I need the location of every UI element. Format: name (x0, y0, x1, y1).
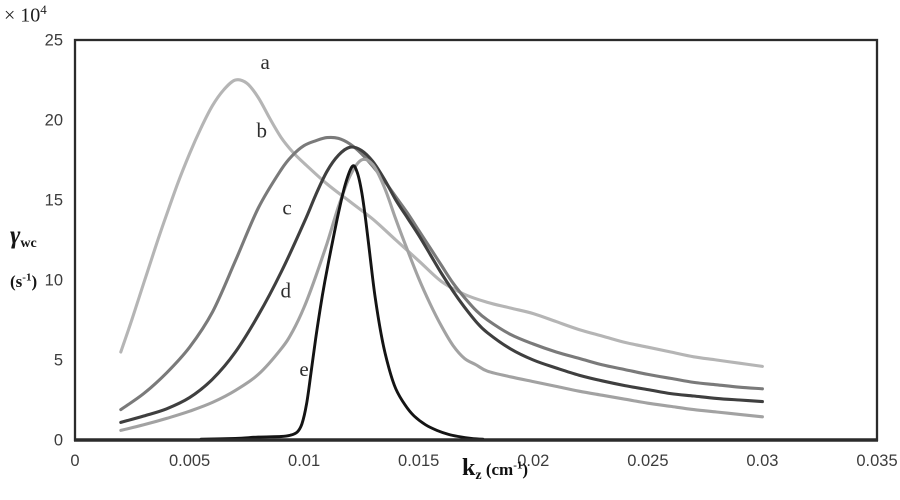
curve-label-e: e (299, 357, 308, 381)
plot-frame (73, 38, 879, 442)
x-axis-label: kz (cm-1) (462, 455, 528, 484)
curve-label-c: c (282, 195, 291, 219)
scale-note-base: × 10 (4, 4, 41, 27)
x-tick-label: 0.015 (398, 452, 439, 470)
y-axis-label: γwc (s-1) (10, 212, 80, 298)
curve-c (119, 145, 764, 424)
scale-note-exponent: 4 (40, 2, 47, 17)
y-tick-label: 0 (54, 432, 63, 450)
y-axis-scale-note: × 104 (4, 2, 47, 28)
curve-b (119, 135, 764, 412)
y-tick-label: 20 (45, 112, 63, 130)
x-tick-label: 0.01 (288, 452, 320, 470)
y-tick-label: 10 (45, 272, 63, 290)
x-tick-label: 0.025 (627, 452, 668, 470)
y-tick-label: 25 (45, 32, 63, 50)
x-tick-label: 0.02 (517, 452, 549, 470)
curve-label-b: b (257, 119, 268, 143)
y-tick-label: 5 (54, 352, 63, 370)
y-axis-subscript: wc (20, 236, 37, 252)
x-tick-label: 0.03 (746, 452, 778, 470)
curve-d (119, 157, 764, 432)
x-tick-label: 0.035 (856, 452, 897, 470)
x-axis-symbol: k (462, 455, 476, 481)
x-axis-subscript: z (475, 468, 482, 484)
curve-a (119, 78, 764, 368)
x-tick-label: 0 (70, 452, 79, 470)
x-axis-units: (cm-1) (481, 459, 529, 479)
y-axis-symbol: γ (10, 222, 21, 249)
y-tick-label: 15 (45, 192, 63, 210)
x-tick-label: 0.005 (169, 452, 210, 470)
curve-e (199, 164, 485, 441)
y-axis-units: (s-1) (10, 270, 38, 291)
curve-label-a: a (261, 50, 271, 74)
curve-label-d: d (281, 279, 292, 303)
